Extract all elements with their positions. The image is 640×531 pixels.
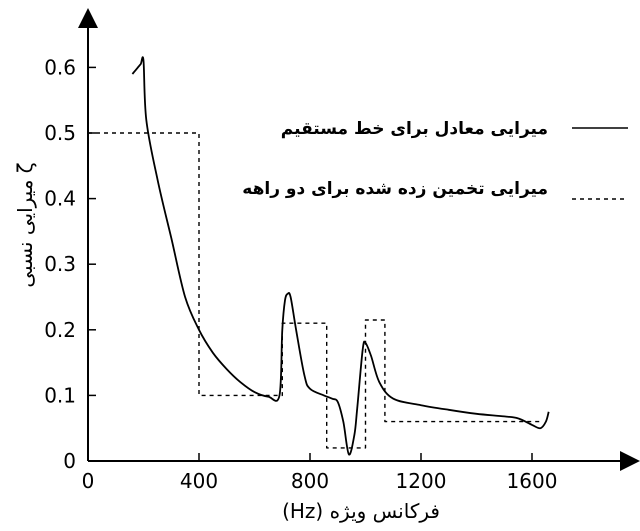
y-axis-arrow	[78, 8, 98, 28]
series-line-straight-line-damping	[131, 56, 550, 456]
y-tick-label: 0.4	[44, 187, 76, 211]
x-tick-label: 1600	[507, 469, 558, 493]
x-axis-arrow	[620, 451, 640, 471]
x-tick-group: 0 400 800 1200 1600	[82, 453, 558, 493]
y-tick-label: 0.5	[44, 121, 76, 145]
x-tick-label: 0	[82, 469, 95, 493]
y-tick-group: 0 0.1 0.2 0.3 0.4 0.5 0.6	[44, 55, 96, 473]
y-tick-label: 0.6	[44, 55, 76, 79]
x-tick-label: 800	[291, 469, 329, 493]
x-tick-label: 1200	[396, 469, 447, 493]
axes	[78, 8, 640, 471]
x-tick-label: 400	[180, 469, 218, 493]
y-tick-label: 0.3	[44, 252, 76, 276]
legend: میرایی معادل برای خط مستقیم میرایی تخمین…	[242, 119, 628, 200]
x-axis-label: (Hz) فرکانس ویژه	[282, 499, 440, 523]
y-axis-label: میرایی نسبی ζ	[13, 162, 37, 287]
y-tick-label: 0.1	[44, 383, 76, 407]
y-tick-label: 0	[63, 449, 76, 473]
legend-label-solid: میرایی معادل برای خط مستقیم	[281, 119, 548, 139]
series-line-two-way-estimated-damping	[88, 132, 544, 449]
legend-label-dashed: میرایی تخمین زده شده برای دو راهه	[242, 179, 548, 199]
plot-series	[88, 56, 550, 456]
y-tick-label: 0.2	[44, 318, 76, 342]
